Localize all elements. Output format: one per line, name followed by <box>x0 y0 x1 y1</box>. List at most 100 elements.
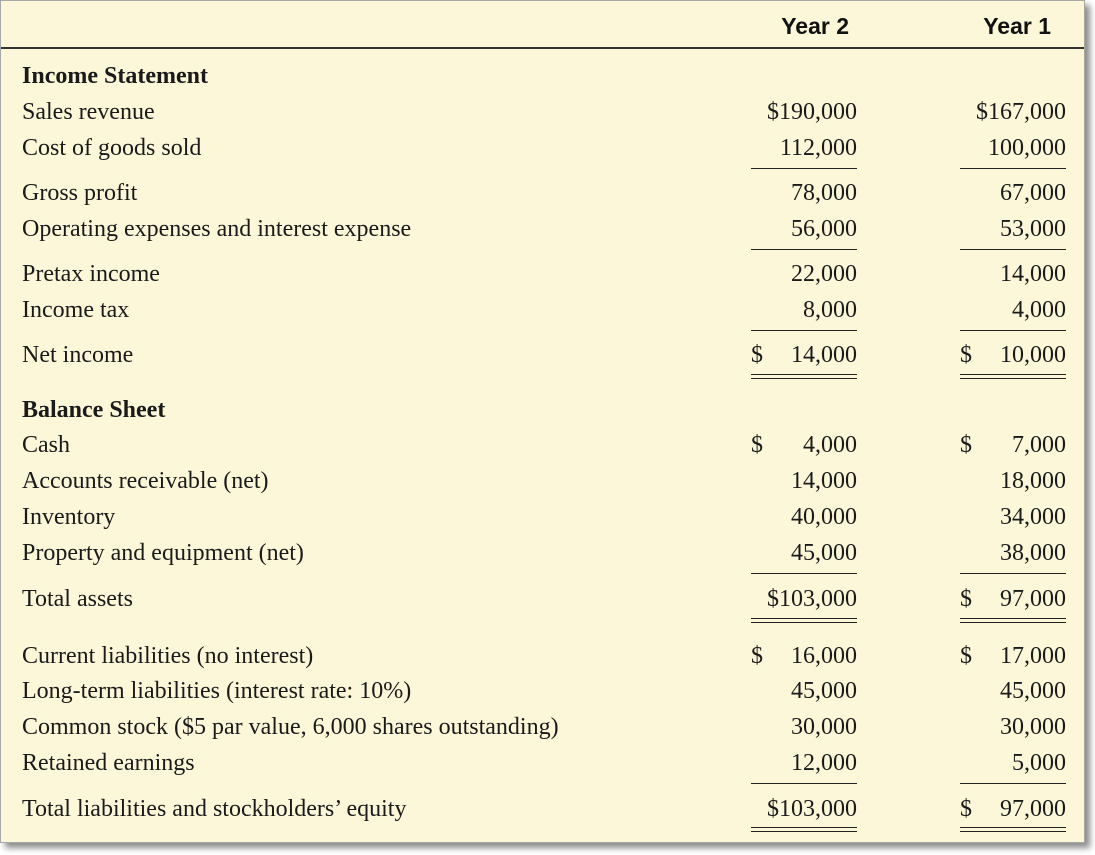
value-year-1: 45,000 <box>1000 678 1066 704</box>
value-year-2: 45,000 <box>791 678 857 704</box>
row-label: Property and equipment (net) <box>22 540 304 566</box>
value-year-2: 30,000 <box>791 714 857 740</box>
row-label: Current liabilities (no interest) <box>22 643 314 669</box>
currency-symbol: $ <box>751 432 763 458</box>
value-year-1: $10,000 <box>960 342 1066 369</box>
row-inventory: Inventory 40,000 34,000 <box>1 504 1084 536</box>
row-retained-earnings: Retained earnings 12,000 5,000 <box>1 750 1084 782</box>
currency-symbol: $ <box>960 796 972 822</box>
subtotal-rule <box>960 249 1066 250</box>
subtotal-rule <box>960 783 1066 784</box>
row-label: Common stock ($5 par value, 6,000 shares… <box>22 714 559 740</box>
value-year-2: 22,000 <box>791 261 857 287</box>
subtotal-rule <box>751 783 857 784</box>
subtotal-rule <box>960 573 1066 574</box>
value-year-1: 4,000 <box>1012 297 1066 323</box>
total-double-rule <box>751 827 857 832</box>
amount: 97,000 <box>1000 796 1066 822</box>
value-year-2: 12,000 <box>791 750 857 776</box>
column-header-year-1: Year 1 <box>983 13 1051 39</box>
amount: 17,000 <box>1000 643 1066 669</box>
row-label: Long-term liabilities (interest rate: 10… <box>22 678 412 704</box>
row-accounts-receivable: Accounts receivable (net) 14,000 18,000 <box>1 468 1084 500</box>
value-year-1: $167,000 <box>976 99 1066 125</box>
value-year-2: $190,000 <box>767 99 857 125</box>
value-year-1: 67,000 <box>1000 180 1066 206</box>
financial-statements-table: Year 2 Year 1 Income Statement Sales rev… <box>0 0 1085 843</box>
total-double-rule <box>751 618 857 623</box>
value-year-1: $17,000 <box>960 643 1066 670</box>
header-rule <box>1 47 1084 49</box>
row-label: Pretax income <box>22 261 160 287</box>
total-double-rule <box>751 374 857 379</box>
row-label: Total assets <box>22 586 133 612</box>
section-title: Balance Sheet <box>22 397 166 423</box>
value-year-2: 112,000 <box>779 135 857 161</box>
amount: 16,000 <box>791 643 857 669</box>
row-label: Cost of goods sold <box>22 135 202 161</box>
amount: 14,000 <box>791 342 857 368</box>
value-year-1: 34,000 <box>1000 504 1066 530</box>
value-year-1: $7,000 <box>960 432 1066 459</box>
value-year-1: 30,000 <box>1000 714 1066 740</box>
row-property-and-equipment: Property and equipment (net) 45,000 38,0… <box>1 540 1084 572</box>
row-label: Income tax <box>22 297 130 323</box>
total-double-rule <box>960 618 1066 623</box>
section-heading-income-statement: Income Statement <box>1 63 1084 95</box>
row-common-stock: Common stock ($5 par value, 6,000 shares… <box>1 714 1084 746</box>
row-gross-profit: Gross profit 78,000 67,000 <box>1 180 1084 212</box>
subtotal-rule <box>751 249 857 250</box>
value-year-2: 56,000 <box>791 216 857 242</box>
value-year-1: $97,000 <box>960 796 1066 823</box>
currency-symbol: $ <box>960 432 972 458</box>
currency-symbol: $ <box>960 342 972 368</box>
row-total-assets: Total assets $103,000 $97,000 <box>1 586 1084 618</box>
row-label: Sales revenue <box>22 99 155 125</box>
value-year-1: 5,000 <box>1012 750 1066 776</box>
value-year-2: 40,000 <box>791 504 857 530</box>
currency-symbol: $ <box>960 643 972 669</box>
currency-symbol: $ <box>751 643 763 669</box>
row-label: Net income <box>22 342 134 368</box>
amount: 10,000 <box>1000 342 1066 368</box>
row-label: Inventory <box>22 504 116 530</box>
row-cash: Cash $4,000 $7,000 <box>1 432 1084 464</box>
subtotal-rule <box>960 168 1066 169</box>
total-double-rule <box>960 827 1066 832</box>
total-double-rule <box>960 374 1066 379</box>
row-label: Total liabilities and stockholders’ equi… <box>22 796 407 822</box>
value-year-1: 18,000 <box>1000 468 1066 494</box>
value-year-2: 78,000 <box>791 180 857 206</box>
value-year-2: $16,000 <box>751 643 857 670</box>
value-year-2: 14,000 <box>791 468 857 494</box>
value-year-2: 8,000 <box>803 297 857 323</box>
row-sales-revenue: Sales revenue $190,000 $167,000 <box>1 99 1084 131</box>
amount: 4,000 <box>803 432 857 458</box>
row-net-income: Net income $14,000 $10,000 <box>1 342 1084 374</box>
subtotal-rule <box>751 330 857 331</box>
value-year-1: 38,000 <box>1000 540 1066 566</box>
row-label: Cash <box>22 432 70 458</box>
row-label: Operating expenses and interest expense <box>22 216 412 242</box>
column-header-year-2: Year 2 <box>781 13 849 39</box>
value-year-1: 14,000 <box>1000 261 1066 287</box>
value-year-1: 100,000 <box>988 135 1066 161</box>
value-year-2: $14,000 <box>751 342 857 369</box>
row-current-liabilities: Current liabilities (no interest) $16,00… <box>1 643 1084 675</box>
section-heading-balance-sheet: Balance Sheet <box>1 397 1084 429</box>
value-year-2: $103,000 <box>767 586 857 612</box>
row-operating-expenses: Operating expenses and interest expense … <box>1 216 1084 248</box>
amount: 7,000 <box>1012 432 1066 458</box>
section-title: Income Statement <box>22 63 208 89</box>
currency-symbol: $ <box>751 342 763 368</box>
value-year-2: $103,000 <box>767 796 857 822</box>
subtotal-rule <box>960 330 1066 331</box>
row-label: Gross profit <box>22 180 138 206</box>
subtotal-rule <box>751 168 857 169</box>
currency-symbol: $ <box>960 586 972 612</box>
subtotal-rule <box>751 573 857 574</box>
value-year-2: 45,000 <box>791 540 857 566</box>
amount: 97,000 <box>1000 586 1066 612</box>
row-label: Accounts receivable (net) <box>22 468 269 494</box>
row-label: Retained earnings <box>22 750 195 776</box>
